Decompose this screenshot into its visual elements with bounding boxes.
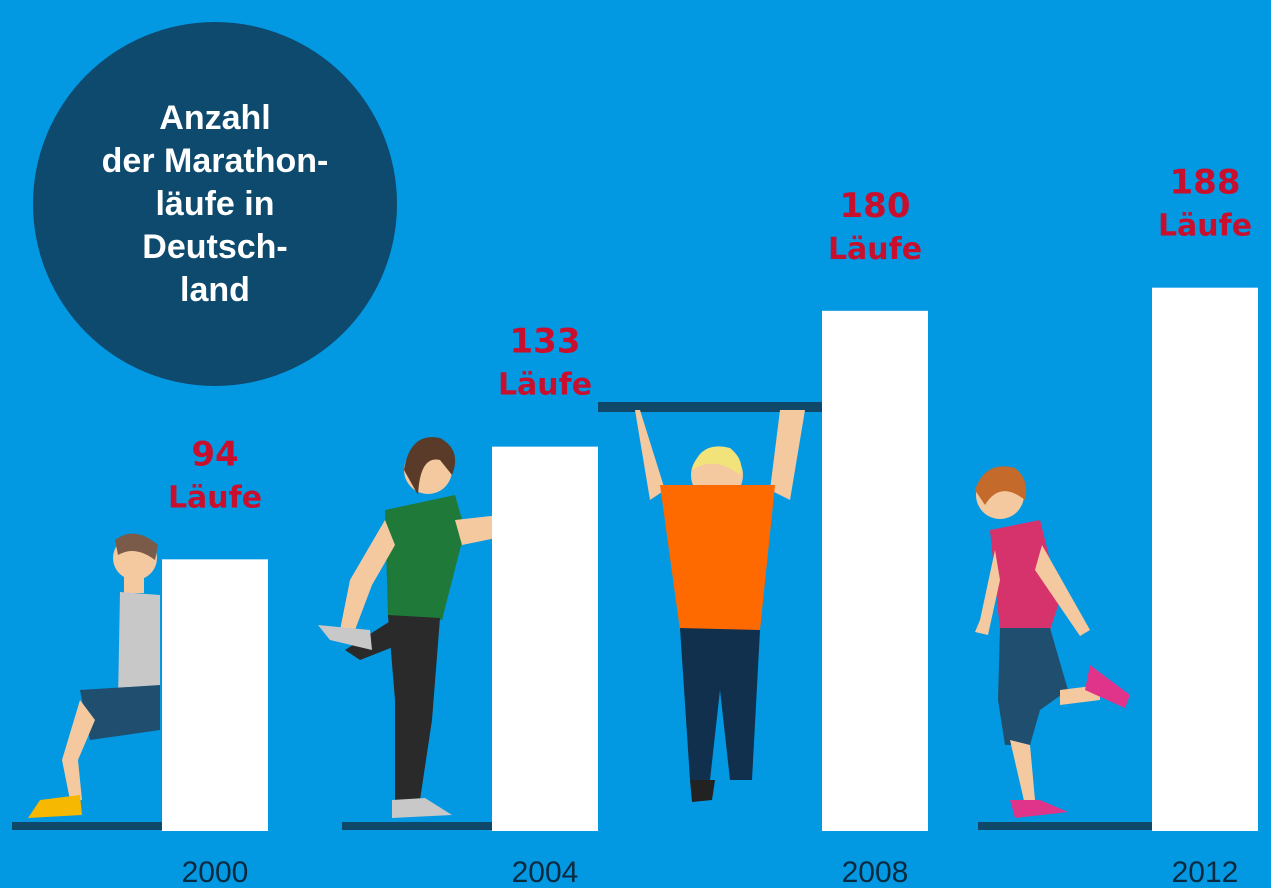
chart-title-line: der Marathon- — [102, 142, 329, 180]
value-label-part: Läufe — [828, 232, 922, 267]
value-label-part: Läufe — [498, 368, 592, 403]
x-tick-label: 2004 — [512, 856, 579, 888]
floor — [978, 822, 1156, 830]
chart: Anzahl der Marathon-läufe in Deutsch-land — [0, 0, 1271, 888]
x-tick-label: 2000 — [182, 856, 249, 888]
x-tick-label: 2008 — [842, 856, 909, 888]
floor — [342, 822, 494, 830]
floor — [12, 822, 164, 830]
chart-title-line: läufe in — [155, 185, 274, 223]
bar — [162, 559, 268, 831]
bar — [1152, 288, 1258, 831]
value-label-part: Läufe — [1158, 209, 1252, 244]
bar — [492, 447, 598, 831]
value-label-part: 94 — [191, 434, 238, 474]
value-label-part: 180 — [840, 186, 911, 226]
value-label-part: Läufe — [168, 480, 262, 515]
bar — [822, 311, 928, 831]
value-label-part: 133 — [510, 322, 581, 362]
chart-title-line: Deutsch- — [142, 228, 287, 266]
chart-title-line: land — [180, 271, 250, 309]
x-tick-label: 2012 — [1172, 856, 1239, 888]
chart-title-line: Anzahl — [159, 99, 270, 137]
value-label-part: 188 — [1170, 163, 1241, 203]
